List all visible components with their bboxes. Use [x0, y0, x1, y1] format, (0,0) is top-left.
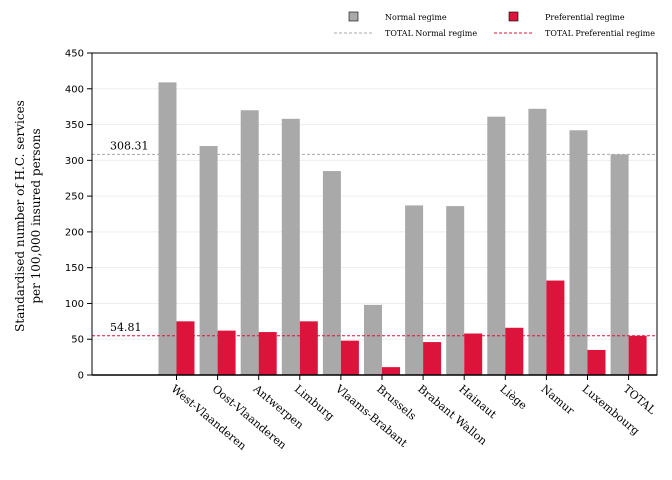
y-tick-label: 0	[78, 371, 84, 382]
legend-swatch-preferential	[508, 11, 519, 22]
category-labels: West-VlaanderenOost-VlaanderenAntwerpenL…	[169, 382, 659, 453]
bar-normal	[240, 110, 259, 375]
x-tick-label: Oost-Vlaanderen	[210, 382, 289, 452]
legend-label-preferential: Preferential regime	[545, 13, 625, 22]
legend-swatch-normal	[348, 11, 359, 22]
bars	[158, 82, 647, 376]
y-tick-label: 150	[65, 263, 84, 274]
bar-preferential	[176, 321, 195, 375]
x-tick-label: Brabant Wallon	[415, 382, 489, 447]
bar-normal	[610, 154, 629, 375]
reference-lines: 308.31 54.81	[92, 139, 657, 337]
y-tick-label: 450	[65, 49, 84, 60]
axes: 0 50 100 150 200 250 300 350 400 450	[65, 49, 658, 382]
bar-normal	[199, 146, 218, 375]
y-tick-label: 250	[65, 192, 84, 203]
bar-preferential	[505, 327, 524, 375]
reference-value-normal: 308.31	[110, 139, 149, 152]
bar-preferential	[628, 335, 647, 375]
x-tick-label: Namur	[538, 382, 577, 417]
y-tick-label: 50	[71, 335, 84, 346]
legend: Normal regime Preferential regime TOTAL …	[334, 11, 655, 38]
y-tick-label: 400	[65, 84, 84, 95]
bar-preferential	[423, 342, 442, 375]
bar-preferential	[299, 321, 318, 375]
y-tick-label: 300	[65, 156, 84, 167]
bar-preferential	[382, 367, 400, 375]
bar-normal	[322, 171, 341, 375]
x-tick-label: Liège	[497, 382, 529, 412]
bar-preferential	[258, 332, 277, 375]
bar-normal	[405, 205, 424, 375]
y-tick-label: 350	[65, 120, 84, 131]
x-tick-label: Vlaams-Brabant	[332, 382, 410, 450]
reference-value-preferential: 54.81	[110, 321, 142, 334]
bar-normal	[569, 130, 588, 375]
legend-label-total-preferential: TOTAL Preferential regime	[545, 29, 655, 38]
x-tick-label: West-Vlaanderen	[169, 382, 249, 452]
bar-preferential	[340, 340, 359, 375]
y-axis-label-line-2: per 100,000 insured persons	[29, 128, 43, 303]
bar-normal	[528, 108, 547, 376]
y-tick-label: 100	[65, 299, 84, 310]
bar-normal	[158, 82, 177, 376]
legend-label-normal: Normal regime	[385, 13, 447, 22]
bar-normal	[364, 304, 382, 375]
legend-label-total-normal: TOTAL Normal regime	[385, 29, 477, 38]
bar-preferential	[546, 280, 565, 375]
bar-preferential	[587, 349, 606, 375]
bar-normal	[446, 206, 465, 375]
y-tick-label: 200	[65, 227, 84, 238]
bar-normal	[487, 116, 506, 375]
bar-preferential	[217, 330, 236, 375]
y-axis-label-line-1: Standardised number of H.C. services	[13, 100, 27, 332]
x-tick-label: TOTAL	[621, 382, 659, 417]
bar-preferential	[464, 333, 483, 375]
bar-normal	[281, 118, 300, 375]
